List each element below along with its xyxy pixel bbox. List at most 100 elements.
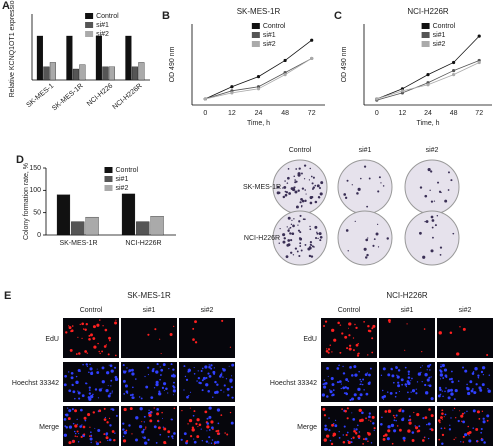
cell — [163, 382, 167, 386]
cell — [338, 436, 341, 439]
colony — [287, 239, 291, 242]
cell — [343, 392, 346, 394]
cell — [215, 430, 218, 433]
cell — [196, 380, 198, 382]
colony — [287, 229, 290, 232]
cell — [221, 372, 223, 374]
cell — [355, 343, 359, 347]
cell — [158, 392, 160, 395]
cell — [440, 427, 443, 430]
cell — [451, 380, 454, 384]
cell — [82, 425, 86, 429]
cell — [103, 433, 106, 436]
cell — [201, 440, 203, 442]
cell — [229, 411, 232, 414]
colony — [437, 181, 440, 184]
colony — [447, 189, 450, 191]
bar — [150, 216, 164, 236]
cell — [205, 383, 209, 387]
colony — [294, 190, 298, 194]
cell — [475, 428, 479, 431]
cell — [205, 377, 208, 379]
colony — [297, 172, 301, 176]
cell — [68, 389, 72, 393]
cell — [160, 368, 164, 372]
bar — [136, 221, 150, 236]
cell — [364, 437, 368, 441]
cell — [196, 435, 200, 439]
cell — [419, 366, 422, 369]
cell — [355, 428, 358, 431]
cell — [128, 369, 132, 372]
cell — [107, 394, 111, 398]
point — [230, 91, 234, 95]
colony — [294, 247, 298, 250]
colony — [380, 182, 382, 184]
legend-swatch — [104, 167, 113, 173]
cell — [220, 414, 223, 417]
point — [426, 73, 430, 77]
colony — [291, 232, 295, 236]
cell — [167, 392, 169, 394]
cell — [472, 371, 475, 373]
colony — [310, 175, 313, 178]
cell — [387, 373, 391, 377]
cell — [84, 419, 87, 422]
cell — [231, 375, 233, 377]
cell — [427, 384, 429, 386]
cell — [107, 385, 109, 387]
colony — [282, 240, 286, 244]
cell — [90, 441, 92, 444]
cell — [331, 328, 335, 332]
cell — [359, 393, 363, 397]
cell — [328, 417, 330, 419]
cell — [170, 418, 173, 421]
y-tick-label: 150 — [29, 165, 41, 172]
cell — [198, 423, 202, 427]
cell — [441, 442, 444, 445]
cell — [95, 441, 97, 443]
cell — [180, 438, 183, 441]
cell — [430, 376, 432, 378]
colony — [289, 232, 292, 235]
cell — [430, 414, 434, 418]
cell — [393, 419, 396, 422]
cell — [213, 441, 217, 445]
colony — [377, 223, 379, 225]
cell — [65, 331, 68, 334]
row-label: NCI-H226R — [244, 235, 280, 242]
cell — [459, 410, 461, 412]
colony — [289, 226, 292, 229]
group-title: SK-MES-1R — [127, 291, 171, 300]
cell — [90, 371, 94, 376]
cell — [206, 422, 210, 425]
cell — [329, 390, 333, 394]
cell — [208, 364, 210, 366]
cell — [68, 425, 73, 429]
cell — [210, 442, 213, 444]
micrograph — [379, 318, 435, 358]
cell — [478, 386, 480, 388]
colony — [290, 223, 293, 226]
point — [310, 56, 314, 61]
dish — [337, 159, 393, 215]
cell — [217, 429, 220, 433]
cell — [358, 431, 361, 433]
colony — [299, 214, 302, 217]
cell — [131, 368, 134, 372]
cell — [322, 407, 326, 411]
cell — [439, 421, 441, 424]
cell — [173, 386, 176, 389]
cell — [89, 363, 91, 366]
cell — [411, 431, 415, 434]
cell — [403, 439, 406, 442]
cell — [105, 436, 109, 440]
colony — [294, 181, 297, 184]
colony — [439, 253, 442, 256]
cell — [134, 378, 137, 380]
colony — [372, 244, 375, 247]
colony — [297, 229, 301, 232]
cell — [135, 438, 138, 442]
cell — [381, 416, 383, 419]
cell — [350, 438, 353, 440]
